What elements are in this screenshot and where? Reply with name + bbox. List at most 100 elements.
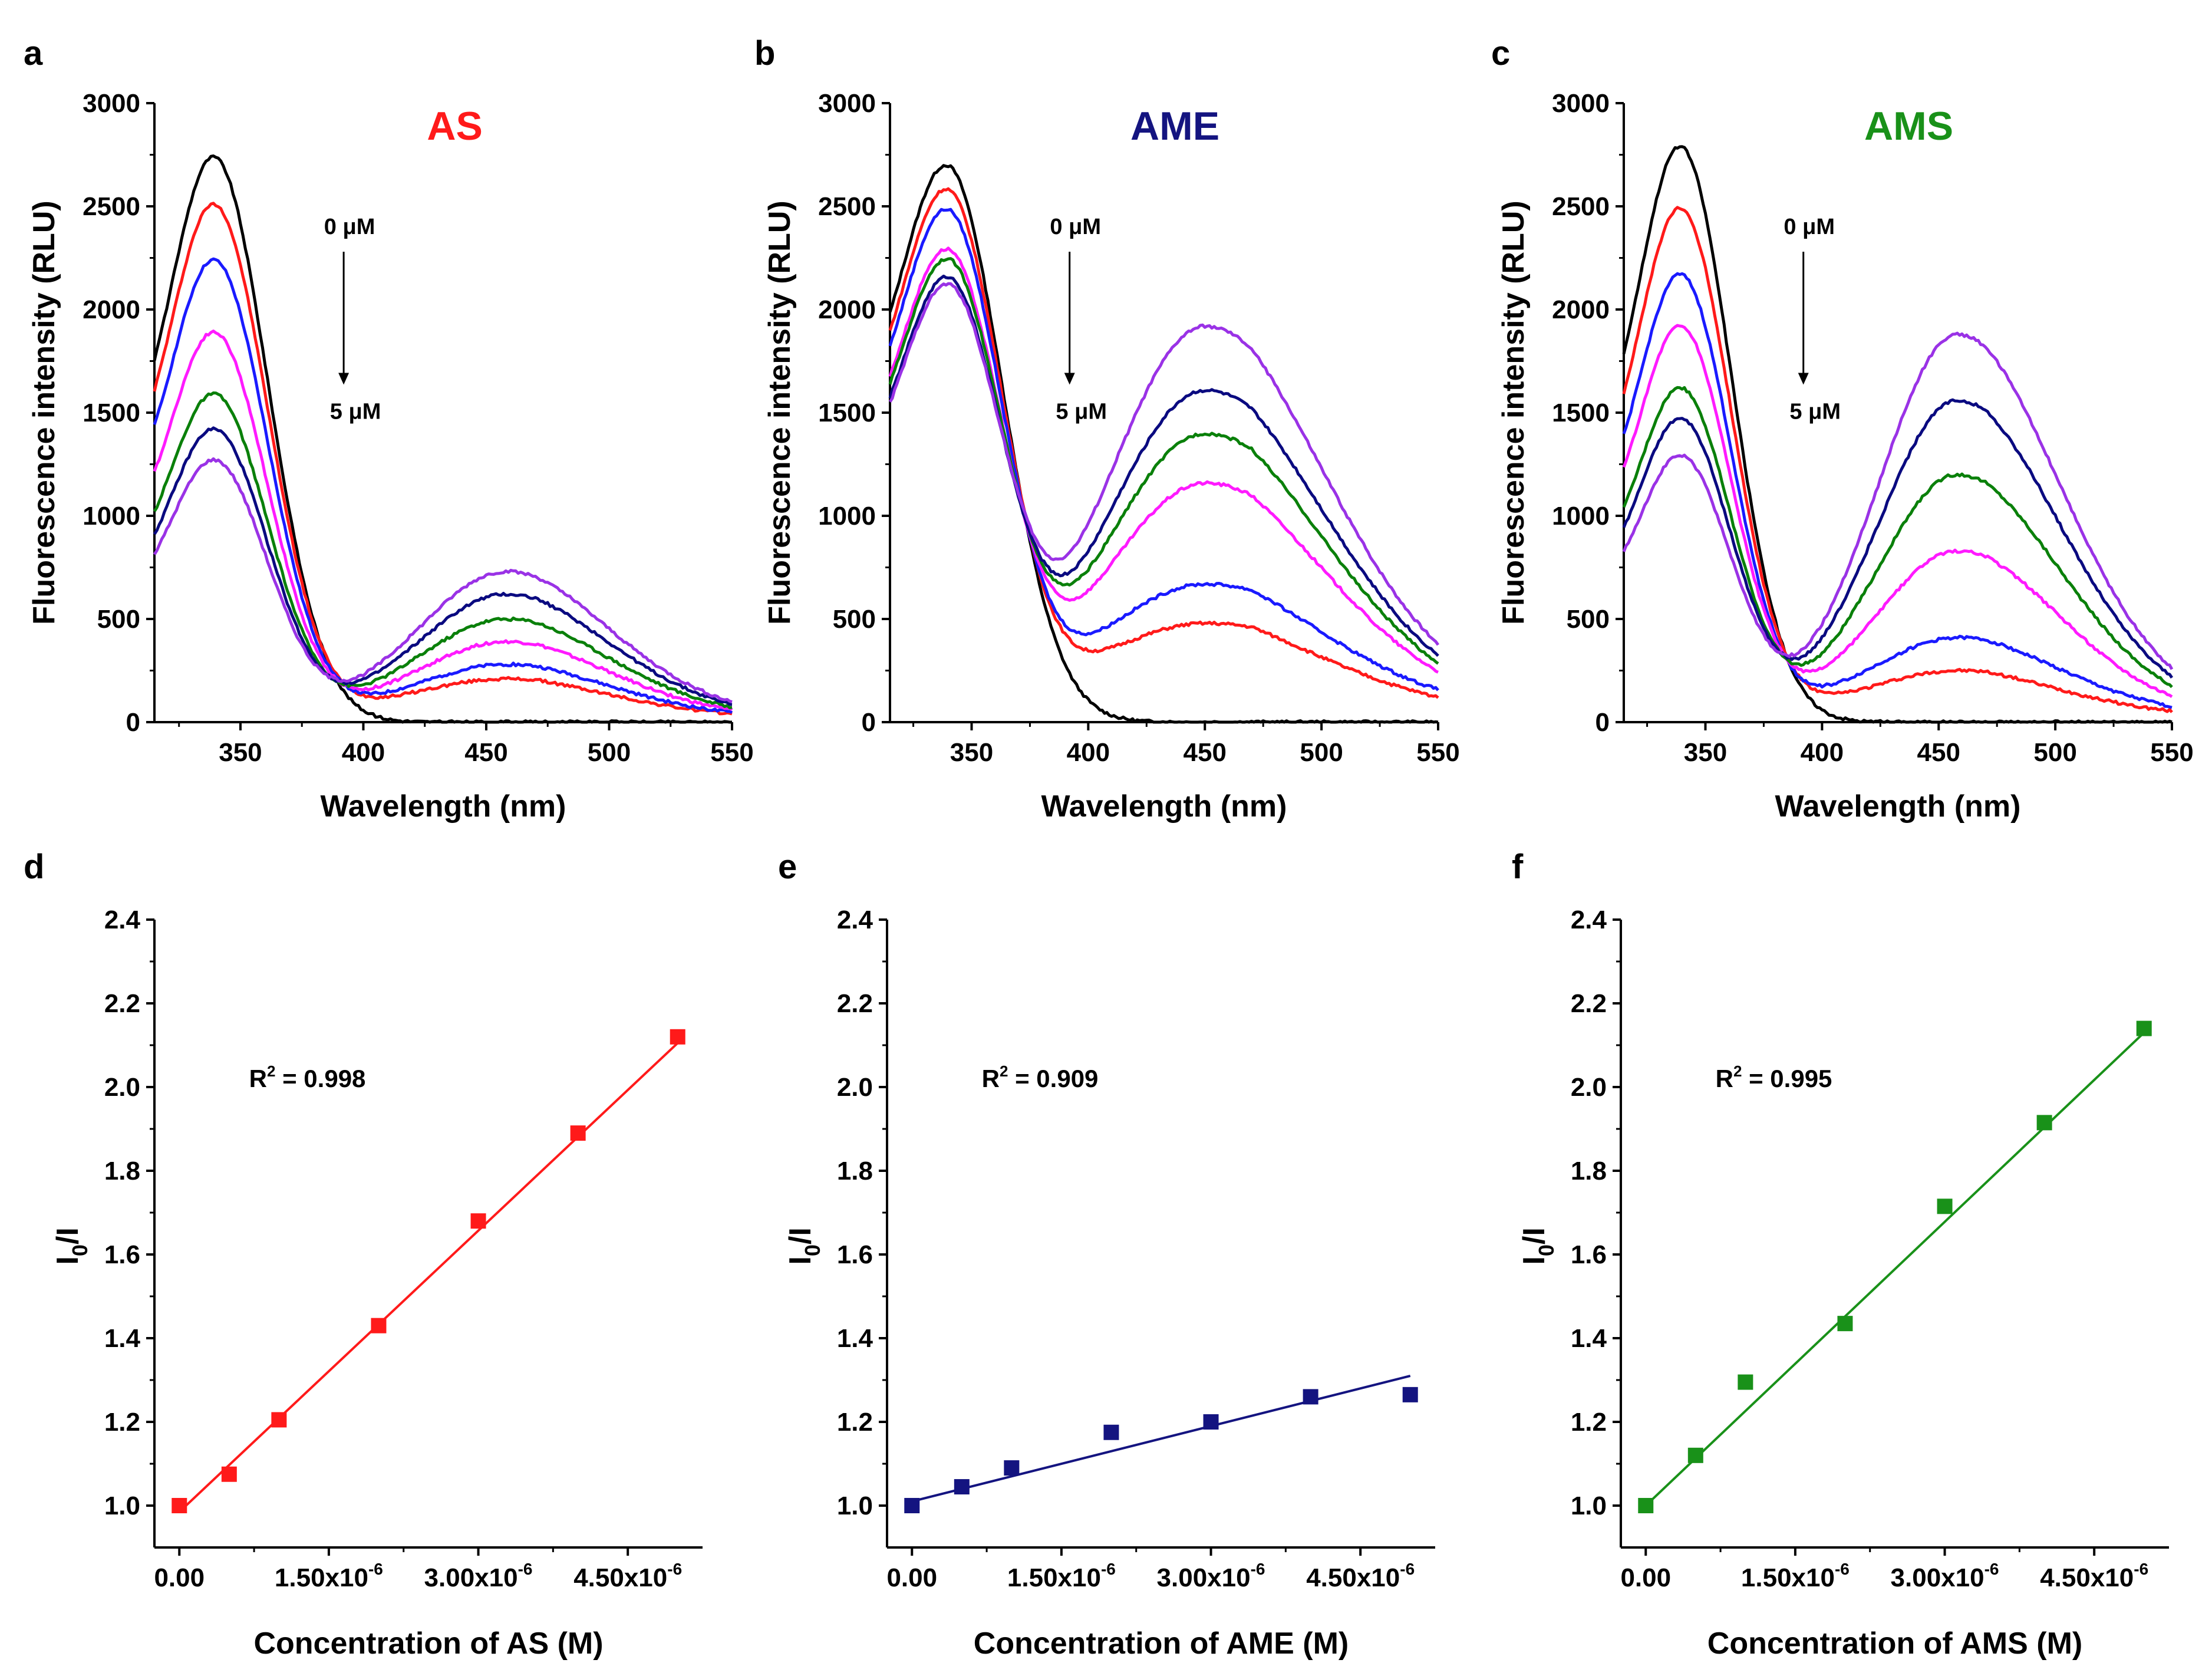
spectrum-line-1	[888, 187, 1439, 699]
y-tick-label: 2.4	[1571, 905, 1607, 934]
x-tick-label: 500	[2033, 738, 2076, 767]
x-tick-exponent: -6	[1835, 1560, 1850, 1578]
data-point	[470, 1213, 486, 1229]
data-point	[1303, 1389, 1318, 1405]
x-tick-exponent: -6	[667, 1560, 682, 1578]
y-tick-label: 1.4	[837, 1324, 873, 1353]
y-tick-label: 2000	[83, 295, 140, 324]
spectrum-line-0	[1622, 145, 2173, 724]
arrow-head-icon	[338, 373, 350, 385]
x-tick-label: 4.50x10-6	[573, 1560, 682, 1592]
x-tick-mantissa: 4.50x10	[2040, 1563, 2134, 1592]
spectrum-line-1	[153, 202, 733, 716]
r2-value: = 0.909	[1008, 1065, 1098, 1092]
x-tick-mantissa: 0.00	[154, 1563, 205, 1592]
spectrum-line-4	[1622, 386, 2173, 689]
r2-value: = 0.995	[1742, 1065, 1832, 1092]
y-tick-label: 2.4	[837, 905, 873, 934]
spectrum-line-2	[153, 257, 733, 714]
data-point	[1837, 1316, 1853, 1332]
spectrum-line-2	[888, 208, 1439, 691]
r2-prefix: R	[249, 1065, 267, 1092]
spectrum-line-4	[153, 391, 733, 710]
r2-prefix: R	[982, 1065, 1000, 1092]
data-point	[1004, 1460, 1020, 1476]
y-axis-label: I0/I	[1517, 1227, 1558, 1264]
spectrum-line-5	[1622, 398, 2174, 679]
panel-a: a 0 500 1000 1500 2000 2500 3000 350 400 450 500 550…	[24, 34, 754, 824]
y-tick-label: 1.6	[1571, 1240, 1607, 1269]
spectrum-line-5	[153, 426, 733, 706]
y-label-tail: /I	[1517, 1227, 1551, 1244]
x-tick-mantissa: 1.50x10	[1007, 1563, 1101, 1592]
y-tick-label: 1.4	[1571, 1324, 1607, 1353]
y-tick-label: 1000	[83, 502, 140, 531]
x-tick-label: 400	[1067, 738, 1110, 767]
x-tick-mantissa: 0.00	[886, 1563, 937, 1592]
y-tick-label: 2.0	[1571, 1073, 1607, 1102]
x-tick-mantissa: 3.00x10	[1157, 1563, 1251, 1592]
panel-e: e1.01.21.41.61.82.02.22.40.00 1.50x10-6 3.…	[778, 848, 1435, 1661]
x-tick-label: 0.00	[1620, 1563, 1671, 1592]
panel-c: c 0 500 1000 1500 2000 2500 3000 350 400 450 500 550…	[1491, 34, 2194, 824]
x-tick-mantissa: 1.50x10	[1741, 1563, 1835, 1592]
y-tick-label: 500	[1567, 605, 1610, 634]
x-tick-label: 0.00	[154, 1563, 205, 1592]
data-point	[1687, 1447, 1703, 1463]
fit-line	[911, 1374, 1411, 1503]
x-tick-label: 550	[710, 738, 753, 767]
x-tick-label: 0.00	[886, 1563, 937, 1592]
x-tick-label: 3.00x10-6	[1157, 1560, 1265, 1592]
data-point	[271, 1412, 287, 1428]
data-point	[2036, 1115, 2052, 1131]
panel-f: f1.01.21.41.61.82.02.22.40.00 1.50x10-6 3.…	[1512, 848, 2169, 1661]
x-tick-label: 450	[464, 738, 507, 767]
data-point	[670, 1029, 685, 1045]
x-tick-label: 1.50x10-6	[1741, 1560, 1850, 1592]
x-tick-mantissa: 1.50x10	[275, 1563, 368, 1592]
x-tick-exponent: -6	[518, 1560, 533, 1578]
data-point	[1103, 1424, 1119, 1440]
r2-prefix: R	[1716, 1065, 1733, 1092]
y-label-main: I	[1517, 1256, 1551, 1264]
spectrum-line-5	[888, 274, 1439, 657]
y-tick-label: 2.2	[104, 989, 140, 1018]
y-axis-label: Fluorescence intensity (RLU)	[27, 200, 61, 624]
spectrum-line-3	[153, 330, 733, 712]
y-tick-label: 500	[833, 605, 876, 634]
x-tick-label: 4.50x10-6	[2040, 1560, 2148, 1592]
arrow-end-label: 5 μM	[330, 400, 381, 424]
x-axis-label: Concentration of AMS (M)	[1707, 1626, 2082, 1661]
x-tick-exponent: -6	[368, 1560, 383, 1578]
panel-b: b 0 500 1000 1500 2000 2500 3000 350 400 450 500 550…	[754, 34, 1460, 824]
y-tick-label: 3000	[1552, 89, 1610, 118]
panel-letter: b	[754, 34, 775, 73]
data-point	[954, 1479, 970, 1495]
data-point	[570, 1125, 586, 1141]
r2-value: = 0.998	[275, 1065, 365, 1092]
y-tick-label: 3000	[818, 89, 876, 118]
y-tick-label: 2000	[1552, 295, 1610, 324]
spectrum-line-1	[1622, 206, 2173, 713]
r-squared-label: R2 = 0.909	[982, 1062, 1099, 1092]
y-tick-label: 1500	[1552, 399, 1610, 427]
spectrum-line-3	[1622, 324, 2173, 698]
x-tick-label: 1.50x10-6	[1007, 1560, 1116, 1592]
r2-sup: 2	[267, 1062, 275, 1080]
y-label-main: I	[783, 1256, 817, 1264]
arrow-head-icon	[1064, 373, 1075, 385]
y-tick-label: 1.8	[1571, 1157, 1607, 1185]
spectrum-line-4	[888, 257, 1439, 665]
x-tick-label: 4.50x10-6	[1306, 1560, 1415, 1592]
arrow-start-label: 0 μM	[1784, 215, 1835, 239]
y-tick-label: 1000	[1552, 502, 1610, 531]
y-axis-label: Fluorescence intensity (RLU)	[763, 200, 797, 624]
arrow-end-label: 5 μM	[1056, 400, 1107, 424]
data-point	[1402, 1387, 1418, 1402]
panel-d: d1.01.21.41.61.82.02.22.40.00 1.50x10-6 3.…	[24, 848, 703, 1661]
spectrum-line-0	[888, 164, 1439, 724]
y-tick-label: 1.4	[104, 1324, 141, 1353]
panel-letter: e	[778, 848, 797, 886]
y-tick-label: 3000	[83, 89, 140, 118]
y-tick-label: 1.2	[837, 1408, 873, 1437]
